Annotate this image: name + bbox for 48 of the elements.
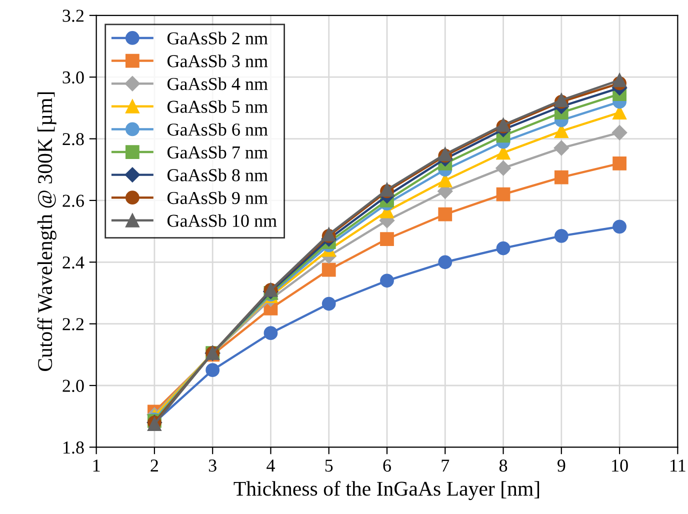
legend-label: GaAsSb 7 nm bbox=[167, 146, 268, 159]
y-axis-title: Cutoff Wavelength @ 300K [µm] bbox=[37, 92, 56, 371]
x-tick-label: 5 bbox=[325, 460, 333, 472]
legend-label: GaAsSb 5 nm bbox=[167, 100, 268, 113]
point bbox=[380, 274, 394, 288]
x-tick-label: 9 bbox=[557, 460, 566, 472]
point bbox=[496, 187, 510, 202]
y-tick-label: 2.4 bbox=[62, 256, 84, 269]
x-tick-label: 2 bbox=[150, 460, 158, 472]
point bbox=[322, 262, 336, 277]
point bbox=[438, 207, 452, 222]
x-tick-label: 8 bbox=[499, 460, 508, 472]
x-tick-label: 10 bbox=[612, 460, 628, 472]
y-tick-label: 2.0 bbox=[62, 380, 84, 392]
x-axis-title: Thickness of the InGaAs Layer [nm] bbox=[234, 480, 540, 500]
y-tick-label: 1.8 bbox=[64, 441, 84, 454]
point bbox=[496, 241, 510, 256]
legend-label: GaAsSb 4 nm bbox=[167, 77, 268, 90]
point bbox=[612, 125, 628, 140]
y-tick-label: 3.0 bbox=[62, 71, 84, 84]
point bbox=[206, 363, 220, 378]
legend-label: GaAsSb 9 nm bbox=[167, 191, 268, 204]
point bbox=[380, 232, 394, 246]
x-tick-label: 11 bbox=[670, 460, 686, 472]
legend-label: GaAsSb 3 nm bbox=[167, 54, 268, 68]
point bbox=[612, 220, 626, 234]
y-tick-label: 2.6 bbox=[62, 194, 84, 207]
x-tick-label: 7 bbox=[442, 460, 450, 472]
point bbox=[264, 326, 278, 340]
point bbox=[554, 228, 568, 243]
point bbox=[554, 140, 569, 156]
legend-label: GaAsSb 2 nm bbox=[167, 32, 268, 44]
legend-label: GaAsSb 10 nm bbox=[167, 214, 277, 227]
y-tick-label: 2.8 bbox=[62, 133, 84, 146]
legend-label: GaAsSb 8 nm bbox=[167, 168, 268, 182]
y-tick-label: 3.2 bbox=[62, 10, 84, 22]
point bbox=[612, 73, 626, 88]
x-tick-label: 1 bbox=[93, 460, 100, 472]
point bbox=[322, 296, 336, 311]
x-tick-label: 3 bbox=[208, 460, 216, 472]
legend-label: GaAsSb 6 nm bbox=[167, 122, 268, 136]
point bbox=[554, 170, 568, 184]
point bbox=[612, 156, 626, 170]
point bbox=[496, 160, 511, 176]
x-tick-label: 6 bbox=[383, 460, 391, 472]
y-tick-label: 2.2 bbox=[62, 318, 84, 330]
point bbox=[438, 255, 452, 270]
x-tick-label: 4 bbox=[266, 460, 275, 472]
